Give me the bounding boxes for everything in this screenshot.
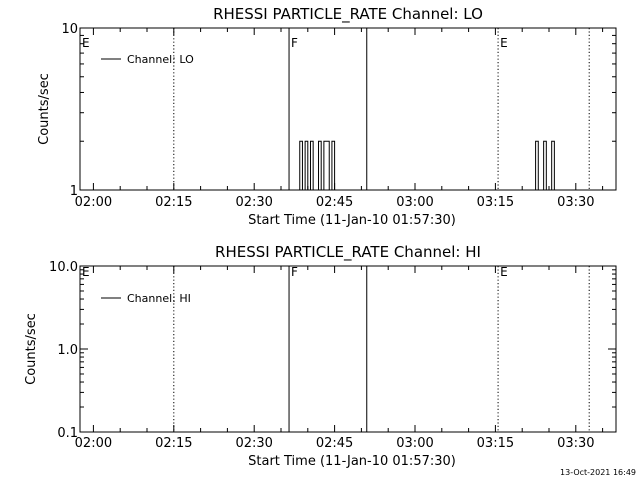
y-tick-label: 1	[70, 184, 78, 199]
panel-hi: RHESSI PARTICLE_RATE Channel: HI 02:00 02:…	[24, 243, 617, 469]
y-axis-label: Counts/sec	[24, 313, 39, 385]
legend-label: Channel: HI	[127, 292, 191, 305]
marker-label: E	[500, 265, 508, 279]
x-axis-label: Start Time (11-Jan-10 01:57:30)	[248, 454, 456, 469]
y-axis-label: Counts/sec	[37, 73, 52, 145]
x-tick-label: 03:15	[477, 195, 514, 210]
x-axis-label: Start Time (11-Jan-10 01:57:30)	[248, 213, 456, 228]
marker-label: F	[291, 265, 298, 279]
x-tick-label: 02:15	[155, 436, 192, 451]
y-tick-label: 10.0	[49, 260, 78, 275]
marker-label: E	[500, 36, 508, 50]
x-tick-label: 03:30	[557, 436, 594, 451]
y-tick-label: 10	[61, 22, 78, 37]
plot-frame	[79, 27, 617, 191]
x-tick-label: 02:45	[316, 195, 353, 210]
x-tick-label: 02:00	[75, 195, 112, 210]
footer-timestamp: 13-Oct-2021 16:49	[560, 468, 636, 477]
y-tick-label: 0.1	[57, 426, 78, 441]
chart-title: RHESSI PARTICLE_RATE Channel: HI	[215, 243, 481, 262]
y-tick-label: 1.0	[57, 343, 78, 358]
x-tick-label: 03:15	[477, 436, 514, 451]
chart-title: RHESSI PARTICLE_RATE Channel: LO	[213, 5, 483, 24]
x-tick-label: 02:00	[75, 436, 112, 451]
x-tick-label: 02:45	[316, 436, 353, 451]
marker-label: E	[82, 36, 90, 50]
x-tick-label: 02:30	[235, 195, 272, 210]
x-tick-label: 02:30	[235, 436, 272, 451]
x-tick-label: 03:00	[396, 195, 433, 210]
series-line-0	[297, 140, 336, 191]
legend-label: Channel: LO	[127, 53, 194, 66]
marker-label: F	[291, 36, 298, 50]
x-tick-label: 03:00	[396, 436, 433, 451]
x-tick-label: 03:30	[557, 195, 594, 210]
panel-lo: RHESSI PARTICLE_RATE Channel: LO 02:00 02:…	[37, 5, 617, 228]
x-tick-label: 02:15	[155, 195, 192, 210]
series-line-1	[532, 140, 555, 191]
marker-label: E	[82, 265, 90, 279]
plot-frame	[79, 265, 617, 433]
